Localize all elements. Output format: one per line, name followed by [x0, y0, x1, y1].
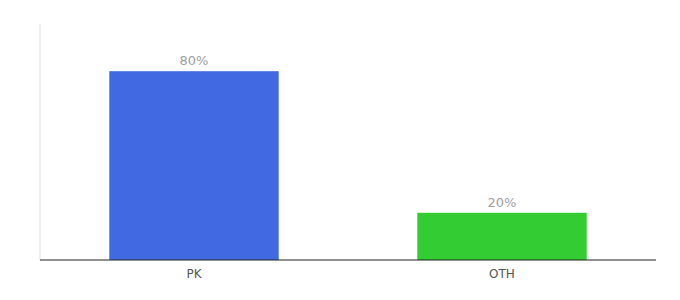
- chart-svg: 80% 20% PK OTH: [0, 0, 680, 300]
- bar: [417, 213, 586, 260]
- bars: [109, 71, 586, 260]
- bar: [109, 71, 278, 260]
- x-tick-label: PK: [186, 267, 202, 281]
- x-axis-line: [40, 259, 656, 260]
- chart-container: 80% 20% PK OTH: [0, 0, 680, 300]
- data-label: 80%: [180, 53, 209, 68]
- y-axis-line: [40, 24, 41, 260]
- data-label: 20%: [488, 195, 517, 210]
- x-tick-label: OTH: [489, 267, 515, 281]
